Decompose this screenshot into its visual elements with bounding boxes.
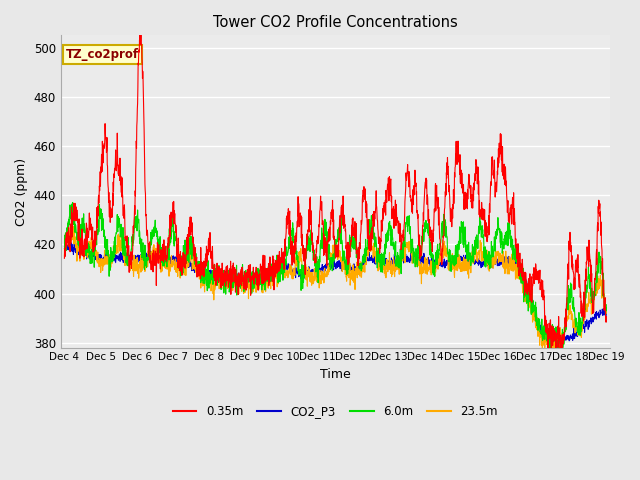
- 23.5m: [550, 351, 558, 357]
- 6.0m: [68, 200, 76, 205]
- CO2_P3: [488, 261, 495, 267]
- 0.35m: [587, 279, 595, 285]
- 23.5m: [68, 222, 76, 228]
- CO2_P3: [88, 252, 96, 258]
- 6.0m: [602, 302, 610, 308]
- CO2_P3: [67, 240, 75, 245]
- 6.0m: [547, 348, 555, 353]
- Legend: 0.35m, CO2_P3, 6.0m, 23.5m: 0.35m, CO2_P3, 6.0m, 23.5m: [168, 400, 502, 423]
- 0.35m: [588, 262, 595, 268]
- Title: Tower CO2 Profile Concentrations: Tower CO2 Profile Concentrations: [213, 15, 458, 30]
- CO2_P3: [587, 315, 595, 321]
- 23.5m: [588, 296, 595, 301]
- 0.35m: [136, 25, 144, 31]
- 0.35m: [602, 314, 610, 320]
- CO2_P3: [602, 312, 610, 318]
- Line: CO2_P3: CO2_P3: [65, 242, 606, 344]
- 6.0m: [588, 288, 595, 294]
- 0.35m: [544, 355, 552, 360]
- Text: TZ_co2prof: TZ_co2prof: [67, 48, 140, 61]
- CO2_P3: [324, 261, 332, 266]
- X-axis label: Time: Time: [320, 368, 351, 381]
- CO2_P3: [588, 321, 595, 327]
- Line: 6.0m: 6.0m: [65, 203, 606, 350]
- Line: 0.35m: 0.35m: [65, 28, 606, 358]
- 0.35m: [488, 175, 495, 180]
- 23.5m: [602, 306, 610, 312]
- 23.5m: [310, 277, 317, 283]
- 23.5m: [587, 301, 595, 307]
- 23.5m: [324, 263, 332, 268]
- 6.0m: [61, 246, 68, 252]
- 6.0m: [488, 239, 495, 244]
- 6.0m: [310, 252, 317, 257]
- 0.35m: [88, 233, 96, 239]
- 0.35m: [310, 257, 317, 263]
- 23.5m: [61, 253, 68, 259]
- Y-axis label: CO2 (ppm): CO2 (ppm): [15, 157, 28, 226]
- 6.0m: [324, 253, 332, 259]
- 6.0m: [88, 247, 96, 253]
- CO2_P3: [310, 268, 317, 274]
- 0.35m: [324, 236, 332, 241]
- 0.35m: [61, 255, 68, 261]
- CO2_P3: [553, 341, 561, 347]
- 6.0m: [587, 285, 595, 291]
- Line: 23.5m: 23.5m: [65, 225, 606, 354]
- CO2_P3: [61, 244, 68, 250]
- 23.5m: [88, 246, 96, 252]
- 23.5m: [488, 264, 495, 270]
